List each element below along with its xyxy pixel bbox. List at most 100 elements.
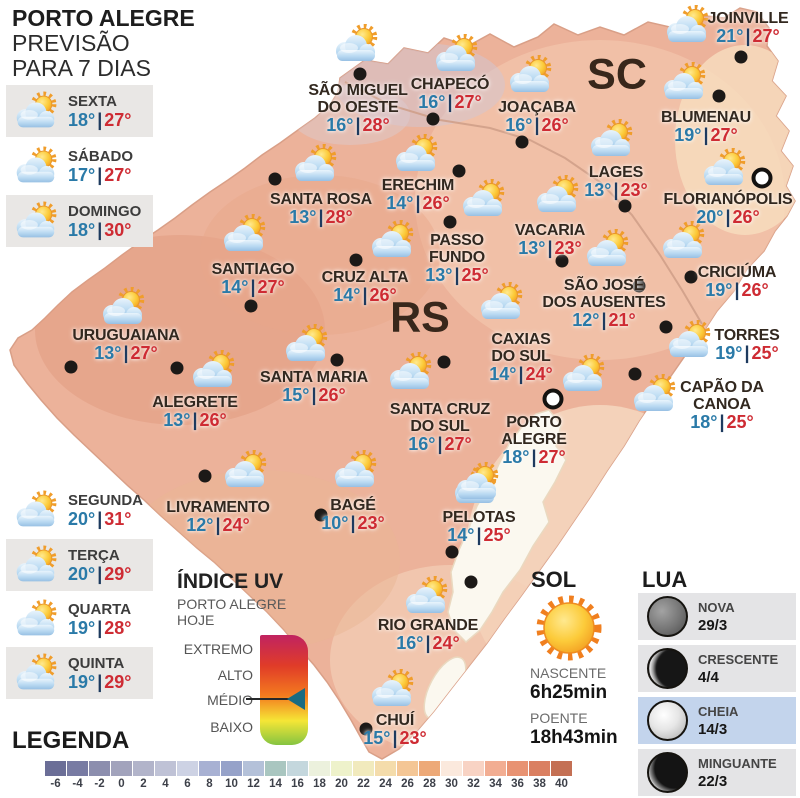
min-temp: 14° bbox=[333, 285, 361, 305]
uv-subtitle: PORTO ALEGRE HOJE bbox=[177, 596, 287, 628]
city-name: TORRES bbox=[714, 327, 780, 344]
city-name: LAGES bbox=[588, 164, 644, 181]
city-name: CRUZ ALTA bbox=[321, 269, 409, 286]
city-marker-dot bbox=[170, 361, 184, 375]
city-name: SÃO JOSÉ DOS AUSENTES bbox=[542, 277, 666, 311]
sun-cloud-icon bbox=[287, 144, 341, 184]
moon-phase-list: NOVA 29/3 CRESCENTE 4/4 CHEIA bbox=[638, 593, 796, 796]
city-temps: 20° | 26° bbox=[664, 208, 793, 227]
city-name: ERECHIM bbox=[381, 177, 455, 194]
city-name: ALEGRETE bbox=[152, 394, 238, 411]
min-temp: 12° bbox=[572, 310, 600, 330]
legend-value: 22 bbox=[357, 778, 370, 790]
city-temps: 13° | 25° bbox=[425, 266, 489, 285]
city-temps: 14° | 24° bbox=[489, 365, 553, 384]
lagoa-dos-patos bbox=[447, 409, 567, 644]
max-temp: 24° bbox=[525, 364, 553, 384]
city-temps: 19° | 25° bbox=[714, 344, 779, 363]
legend-value: 30 bbox=[445, 778, 458, 790]
min-temp: 16° bbox=[396, 633, 424, 653]
temp-separator: | bbox=[734, 280, 740, 300]
city-name: FLORIANÓPOLIS bbox=[663, 191, 793, 208]
city-name: JOINVILLE bbox=[707, 10, 789, 27]
max-temp: 24° bbox=[222, 515, 250, 535]
legend-swatch: 32 bbox=[463, 761, 484, 790]
max-temp: 23° bbox=[620, 180, 648, 200]
uv-pointer-arrow-icon bbox=[287, 688, 305, 710]
moon-phase-date: 22/3 bbox=[698, 772, 728, 790]
temp-separator: | bbox=[97, 672, 103, 692]
title-city: PORTO ALEGRE bbox=[12, 5, 195, 31]
max-temp: 21° bbox=[608, 310, 636, 330]
city-temps: 15° | 23° bbox=[363, 729, 427, 748]
city-temps: 16° | 27° bbox=[390, 435, 490, 454]
city-temps: 13° | 26° bbox=[152, 411, 238, 430]
min-temp: 20° bbox=[68, 564, 96, 584]
min-temp: 13° bbox=[518, 238, 546, 258]
sun-cloud-icon bbox=[449, 462, 503, 502]
day-temps: 17° | 27° bbox=[68, 165, 132, 186]
sun-panel: SOL NASCENTE 6h25min POENTE 18h43min bbox=[528, 565, 633, 755]
uv-level-label: ALTO bbox=[217, 667, 253, 683]
day-label: QUARTA bbox=[68, 601, 132, 618]
temp-separator: | bbox=[531, 447, 537, 467]
sun-cloud-icon bbox=[455, 179, 509, 219]
legend-swatch: 8 bbox=[199, 761, 220, 790]
city-name: PORTO ALEGRE bbox=[501, 414, 567, 448]
legend-swatch: 30 bbox=[441, 761, 462, 790]
city-name: SANTA ROSA bbox=[269, 191, 373, 208]
legend-swatch: 38 bbox=[529, 761, 550, 790]
city-marker-dot bbox=[684, 270, 698, 284]
sun-cloud-icon bbox=[656, 62, 710, 102]
max-temp: 27° bbox=[538, 447, 566, 467]
city-marker-dot bbox=[314, 508, 328, 522]
legend-value: 28 bbox=[423, 778, 436, 790]
moon-phase-date: 14/3 bbox=[698, 720, 728, 738]
min-temp: 14° bbox=[221, 277, 249, 297]
legend-value: 40 bbox=[555, 778, 568, 790]
sun-cloud-icon bbox=[555, 354, 609, 394]
legend-value: 2 bbox=[140, 778, 147, 790]
temp-separator: | bbox=[719, 412, 725, 432]
legend-value: 8 bbox=[206, 778, 213, 790]
sun-cloud-icon bbox=[216, 214, 270, 254]
city-temps: 16° | 24° bbox=[378, 634, 478, 653]
sunset-label: POENTE bbox=[530, 710, 588, 726]
temp-separator: | bbox=[97, 564, 103, 584]
sun-cloud-icon bbox=[696, 148, 750, 188]
max-temp: 25° bbox=[483, 525, 511, 545]
temp-separator: | bbox=[703, 125, 709, 145]
max-temp: 24° bbox=[432, 633, 460, 653]
city-temps: 13° | 23° bbox=[584, 181, 648, 200]
city-marker-dot bbox=[555, 254, 569, 268]
legend-value: 4 bbox=[162, 778, 169, 790]
moon-phase-name: NOVA bbox=[698, 599, 735, 615]
city-name: CHUÍ bbox=[375, 712, 415, 729]
city-temps: 18° | 25° bbox=[680, 413, 764, 432]
city-marker-dot bbox=[437, 355, 451, 369]
city-marker-dot bbox=[268, 172, 282, 186]
max-temp: 27° bbox=[130, 343, 158, 363]
temp-separator: | bbox=[454, 265, 460, 285]
min-temp: 13° bbox=[425, 265, 453, 285]
min-temp: 18° bbox=[68, 220, 96, 240]
min-temp: 17° bbox=[68, 165, 96, 185]
max-temp: 26° bbox=[422, 193, 450, 213]
sun-cloud-icon bbox=[9, 490, 61, 530]
state-label: SC bbox=[587, 50, 647, 99]
min-temp: 14° bbox=[447, 525, 475, 545]
city-name: CRICIÚMA bbox=[697, 264, 777, 281]
city-name: JOAÇABA bbox=[498, 99, 576, 116]
moon-phase-name: MINGUANTE bbox=[698, 755, 777, 771]
city-marker-dot bbox=[734, 50, 748, 64]
uv-level-label: BAIXO bbox=[210, 719, 253, 735]
min-temp: 16° bbox=[418, 92, 446, 112]
temp-separator: | bbox=[437, 434, 443, 454]
temp-separator: | bbox=[476, 525, 482, 545]
sun-cloud-icon bbox=[9, 91, 61, 131]
max-temp: 26° bbox=[199, 410, 227, 430]
legend-value: 34 bbox=[489, 778, 502, 790]
city-marker-dot bbox=[628, 367, 642, 381]
